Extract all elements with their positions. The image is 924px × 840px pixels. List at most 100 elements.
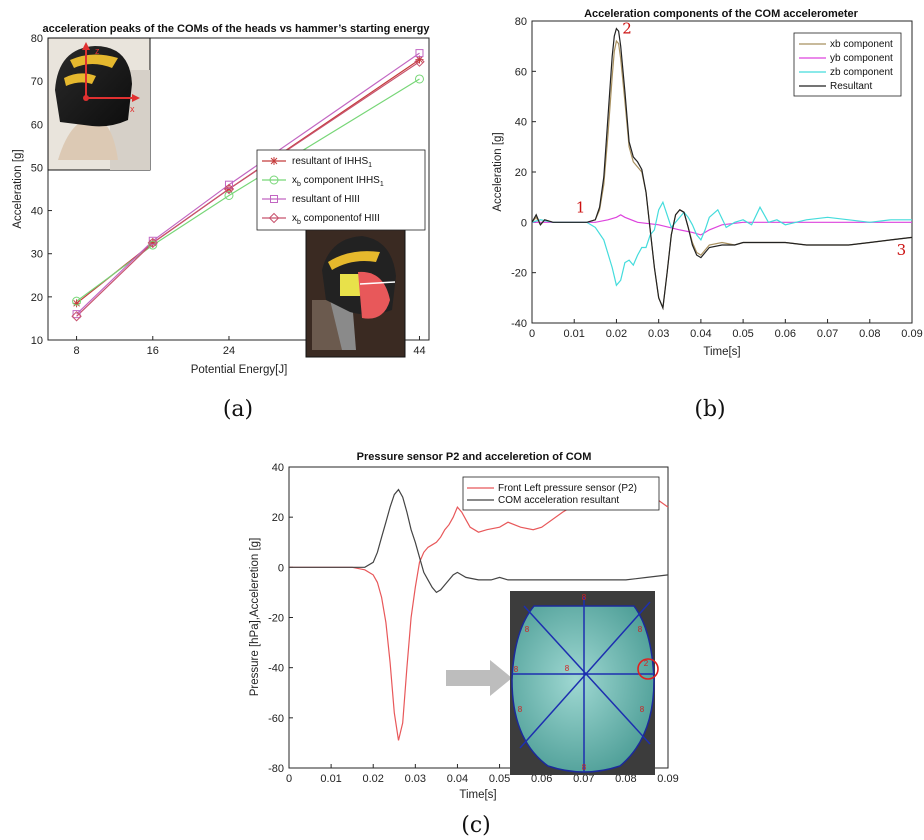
x-tick-label: 0.05 bbox=[732, 328, 753, 340]
legend-entry: xb component IHHS1 bbox=[292, 175, 384, 188]
x-tick-label: 0 bbox=[286, 773, 292, 785]
series-line-2 bbox=[76, 52, 420, 315]
legend-entry: Front Left pressure sensor (P2) bbox=[498, 483, 637, 494]
series-line-3 bbox=[76, 61, 420, 317]
x-tick-label: 0.08 bbox=[859, 328, 880, 340]
x-tick-label: 8 bbox=[74, 345, 80, 357]
data-point bbox=[71, 311, 82, 322]
x-tick-label: 0.06 bbox=[531, 773, 552, 785]
chart-b-ylabel: Acceleration [g] bbox=[492, 132, 504, 211]
x-tick-label: 0.06 bbox=[775, 328, 796, 340]
chart-c-ticks: 0 0.01 0.02 0.03 0.04 0.05 0.06 0.07 0.08 0.09 -80… bbox=[268, 462, 679, 785]
sensor-label: 8 bbox=[525, 625, 530, 634]
series-line-1 bbox=[289, 488, 669, 594]
x-tick-label: 44 bbox=[413, 345, 425, 357]
chart-b: Acceleration components of the COM accel… bbox=[492, 8, 923, 358]
panel-label-a: (a) bbox=[223, 397, 253, 422]
chart-c-ylabel: Pressure [hPa],Acceleretion [g] bbox=[249, 538, 261, 697]
data-point bbox=[269, 175, 279, 185]
chart-b-xlabel: Time[s] bbox=[703, 346, 740, 358]
chart-c-title: Pressure sensor P2 and acceleretion of C… bbox=[357, 451, 592, 463]
chart-c-series bbox=[289, 488, 669, 741]
y-tick-label: 20 bbox=[272, 512, 284, 524]
head-sensor-inset: 8 8 8 8 8 8 8 8 2 bbox=[510, 591, 659, 775]
x-tick-label: 0.07 bbox=[817, 328, 838, 340]
y-tick-label: -80 bbox=[268, 763, 284, 775]
x-tick-label: 0.08 bbox=[615, 773, 636, 785]
y-tick-label: 60 bbox=[31, 119, 43, 131]
chart-b-legend: xb component yb component zb component Resu… bbox=[793, 32, 902, 97]
legend-entry: Resultant bbox=[830, 81, 872, 92]
series-line-1 bbox=[532, 214, 912, 236]
x-tick-label: 0.09 bbox=[901, 328, 922, 340]
data-point bbox=[147, 237, 158, 249]
legend-entry: resultant of IHHS1 bbox=[292, 156, 372, 169]
legend-entry: yb component bbox=[830, 53, 893, 64]
legend-entry: resultant of HIII bbox=[292, 194, 360, 205]
data-point bbox=[414, 74, 424, 84]
y-tick-label: -40 bbox=[268, 663, 284, 675]
data-point bbox=[72, 296, 82, 306]
y-tick-label: 70 bbox=[31, 76, 43, 88]
y-tick-label: 30 bbox=[31, 249, 43, 261]
y-tick-label: -60 bbox=[268, 713, 284, 725]
x-tick-label: 0.05 bbox=[489, 773, 510, 785]
chart-c: Pressure sensor P2 and acceleretion of C… bbox=[249, 451, 679, 801]
sensor-label: 8 bbox=[640, 705, 645, 714]
y-tick-label: 20 bbox=[31, 292, 43, 304]
panel-label-c: (c) bbox=[461, 813, 491, 838]
svg-text:x: x bbox=[130, 104, 135, 114]
y-tick-label: 40 bbox=[272, 462, 284, 474]
x-tick-label: 0.02 bbox=[363, 773, 384, 785]
y-tick-label: -40 bbox=[511, 318, 527, 330]
y-tick-label: 80 bbox=[515, 16, 527, 28]
data-point bbox=[268, 212, 280, 224]
data-point bbox=[270, 195, 278, 203]
x-tick-label: 0.04 bbox=[447, 773, 468, 785]
chart-a-legend: resultant of IHHS1 xb component IHHS1 resu… bbox=[256, 149, 426, 231]
chart-a-ticks: 8 16 24 44 10 20 30 40 50 60 70 80 bbox=[31, 33, 426, 357]
series-line-2 bbox=[531, 200, 912, 287]
data-point bbox=[148, 236, 157, 245]
y-tick-label: 40 bbox=[31, 206, 43, 218]
y-tick-label: 10 bbox=[31, 335, 43, 347]
dummy-head-photo-inset bbox=[305, 228, 406, 358]
svg-text:z: z bbox=[95, 46, 100, 56]
chart-a-title: acceleration peaks of the COMs of the he… bbox=[43, 23, 431, 35]
y-tick-label: -20 bbox=[268, 613, 284, 625]
legend-entry: xb componentof HIII bbox=[292, 213, 380, 226]
data-point bbox=[270, 157, 278, 165]
data-point bbox=[414, 56, 425, 67]
y-tick-label: 80 bbox=[31, 33, 43, 45]
annotation-label: 3 bbox=[897, 241, 907, 259]
x-tick-label: 0.01 bbox=[320, 773, 341, 785]
chart-b-series bbox=[531, 27, 913, 311]
legend-entry: COM acceleration resultant bbox=[498, 495, 619, 506]
chart-c-legend: Front Left pressure sensor (P2)COM accel… bbox=[462, 476, 660, 511]
sensor-label: 8 bbox=[582, 763, 587, 772]
data-point bbox=[72, 310, 81, 319]
series-line-3 bbox=[531, 27, 913, 311]
x-tick-label: 0 bbox=[529, 328, 535, 340]
gray-arrow-icon bbox=[446, 660, 512, 696]
data-point bbox=[224, 190, 234, 200]
chart-c-xlabel: Time[s] bbox=[459, 789, 496, 801]
x-tick-label: 24 bbox=[223, 345, 235, 357]
y-tick-label: 0 bbox=[278, 562, 284, 574]
series-line-1 bbox=[76, 78, 420, 302]
y-tick-label: -20 bbox=[511, 268, 527, 280]
chart-b-title: Acceleration components of the COM accel… bbox=[584, 8, 859, 20]
legend-entry: xb component bbox=[830, 39, 893, 50]
chart-a-series bbox=[71, 49, 425, 322]
x-tick-label: 0.03 bbox=[405, 773, 426, 785]
x-tick-label: 0.02 bbox=[606, 328, 627, 340]
x-tick-label: 0.04 bbox=[690, 328, 711, 340]
x-tick-label: 0.01 bbox=[564, 328, 585, 340]
sensor-label: 2 bbox=[644, 659, 649, 668]
y-tick-label: 20 bbox=[515, 167, 527, 179]
chart-b-annotations: 1 2 3 bbox=[576, 20, 906, 259]
y-tick-label: 40 bbox=[515, 117, 527, 129]
data-point bbox=[224, 180, 233, 189]
annotation-label: 1 bbox=[576, 198, 586, 216]
